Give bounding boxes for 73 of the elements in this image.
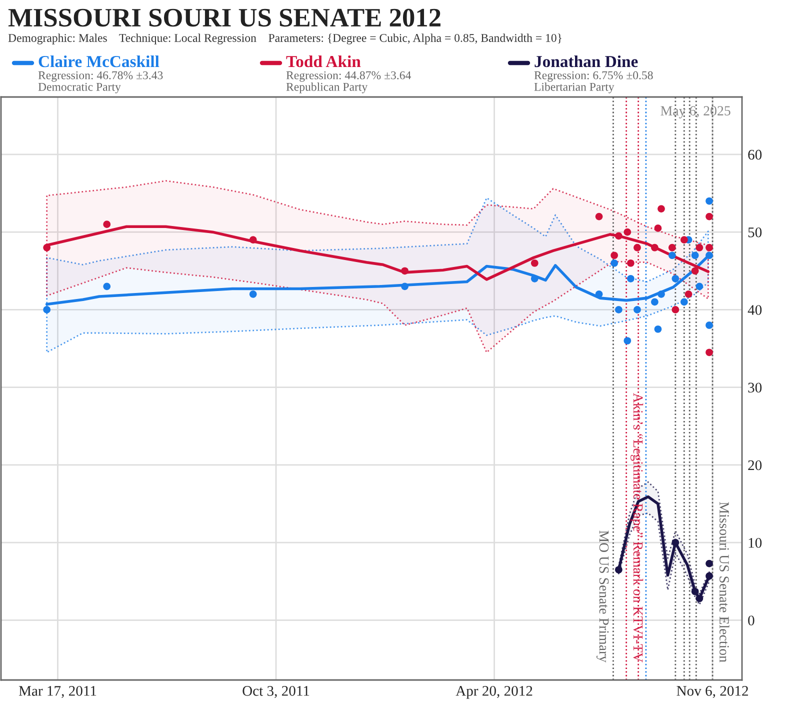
point [654,224,662,232]
legend-label: Claire McCaskill [38,55,160,68]
point [595,212,603,220]
point [658,205,665,212]
x-tick-label: Oct 3, 2011 [242,686,310,698]
point [691,267,699,275]
point [672,538,680,546]
point [691,588,699,596]
point [706,197,713,205]
point [706,572,713,580]
point [615,306,622,314]
point [530,259,538,267]
point [668,244,676,252]
y-tick-label: 0 [748,616,754,626]
point [615,232,622,240]
annotation: May 6, 2025 [660,106,730,118]
point [654,325,662,333]
point [610,252,618,260]
point [103,220,111,228]
text: Regression: 44.87% ±3.64 Republican Party [286,71,411,94]
y-tick-label: 20 [748,460,762,470]
ref-line-label: Missouri US Senate Election [720,502,730,662]
point [668,252,676,260]
point [249,290,257,298]
text: Regression: 6.75% ±0.58 Libertarian Party [534,71,653,94]
point [624,337,632,344]
y-tick-label: 10 [748,538,762,548]
point [103,282,111,290]
point [401,267,408,275]
point [706,348,713,356]
x-tick-label: Mar 17, 2011 [18,686,96,698]
point [249,236,257,244]
chart-subtitle: Demographic: Males Technique: Local Regression Parameters: {Degree = Cubic, Alpha = 0.85, Bandwidth = 10} [8,34,562,44]
point [595,290,603,298]
chart-title: MISSOURI SOURI US SENATE 2012 [8,8,440,27]
point [43,244,51,252]
point [624,228,632,236]
point [680,298,688,306]
ref-line-label: MO US Senate Primary [596,530,609,662]
point [530,274,538,282]
point [706,322,713,329]
point [696,244,704,252]
point [706,244,713,252]
point [684,290,692,298]
legend-label: Jonathan Dine [534,55,638,68]
point [672,274,680,282]
y-tick-label: 50 [748,227,762,238]
point [651,298,658,306]
point [672,306,680,314]
x-tick-label: Nov 6, 2012 [676,686,748,698]
point [696,594,704,602]
point [615,566,622,574]
point [706,212,713,220]
point [627,259,634,267]
point [691,252,699,260]
y-tick-label: 30 [748,382,762,393]
point [634,306,641,314]
point [43,306,51,314]
y-tick-label: 40 [748,305,762,315]
point [627,274,634,282]
point [706,560,713,568]
text: Regression: 46.78% ±3.43 Democratic Party [38,71,163,94]
point [610,259,618,267]
y-tick-label: 60 [748,150,762,160]
point [651,244,658,252]
legend-label: Todd Akin [286,55,361,68]
point [706,252,713,260]
point [696,282,704,290]
x-tick-label: Apr 20, 2012 [456,686,532,699]
point [658,290,665,298]
point [680,236,688,244]
point [401,282,408,290]
point [634,244,641,252]
